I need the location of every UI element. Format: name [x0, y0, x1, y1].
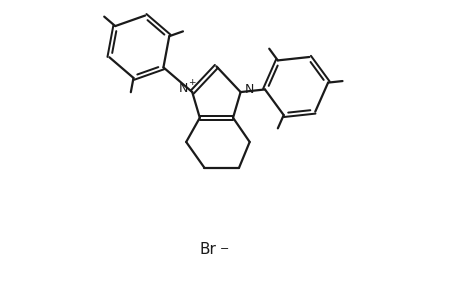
Text: Br: Br [200, 242, 217, 257]
Text: −: − [219, 244, 229, 254]
Text: N: N [244, 83, 254, 96]
Text: +: + [188, 78, 195, 87]
Text: N: N [179, 82, 188, 95]
